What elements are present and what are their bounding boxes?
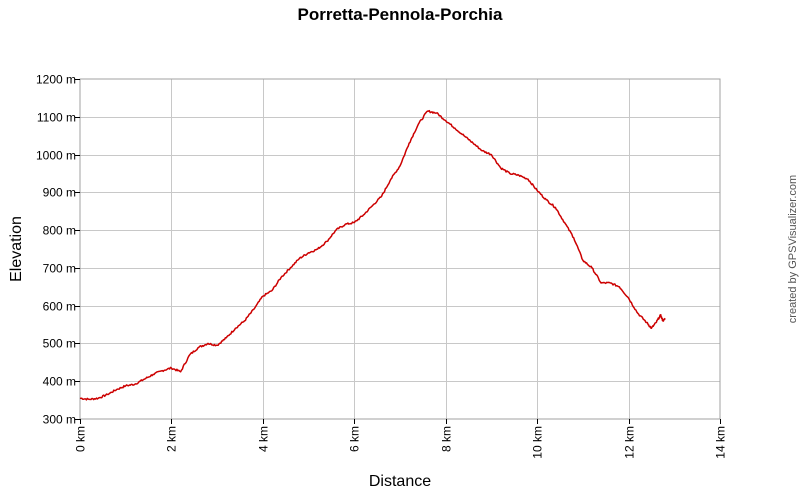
x-tick-label: 8 km [440, 426, 454, 452]
x-axis-title: Distance [369, 473, 431, 490]
y-tick-label: 300 m [43, 413, 76, 427]
y-tick-label: 1000 m [36, 149, 76, 163]
plot-area [79, 78, 721, 420]
y-tick-label: 1100 m [37, 111, 76, 125]
y-tick-labels: 300 m 400 m 500 m 600 m 700 m 800 m 900 m 1000 … [36, 73, 76, 427]
y-tick-label: 500 m [43, 337, 76, 351]
x-tick-label: 12 km [623, 426, 637, 459]
x-tick-label: 14 km [714, 426, 728, 459]
x-tick-labels: 0 km 2 km 4 km 6 km 8 km 10 km 12 km 14 km [74, 426, 728, 459]
y-tick-label: 600 m [43, 300, 76, 314]
y-axis-title: Elevation [8, 216, 25, 282]
y-tick-label: 400 m [43, 375, 76, 389]
credit-text: created by GPSVisualizer.com [787, 175, 799, 323]
grid [80, 79, 720, 419]
x-tick-label: 0 km [74, 426, 88, 452]
chart-title: Porretta-Pennola-Porchia [298, 5, 504, 24]
x-tick-label: 6 km [348, 426, 362, 452]
y-tick-label: 1200 m [36, 73, 76, 87]
elevation-line [79, 109, 666, 401]
y-tick-label: 900 m [43, 186, 76, 200]
y-tick-label: 800 m [43, 224, 76, 238]
x-tick-label: 10 km [531, 426, 545, 459]
x-tick-label: 4 km [257, 426, 271, 452]
axis-ticks [75, 79, 721, 424]
y-tick-label: 700 m [43, 262, 76, 276]
x-tick-label: 2 km [165, 426, 179, 452]
